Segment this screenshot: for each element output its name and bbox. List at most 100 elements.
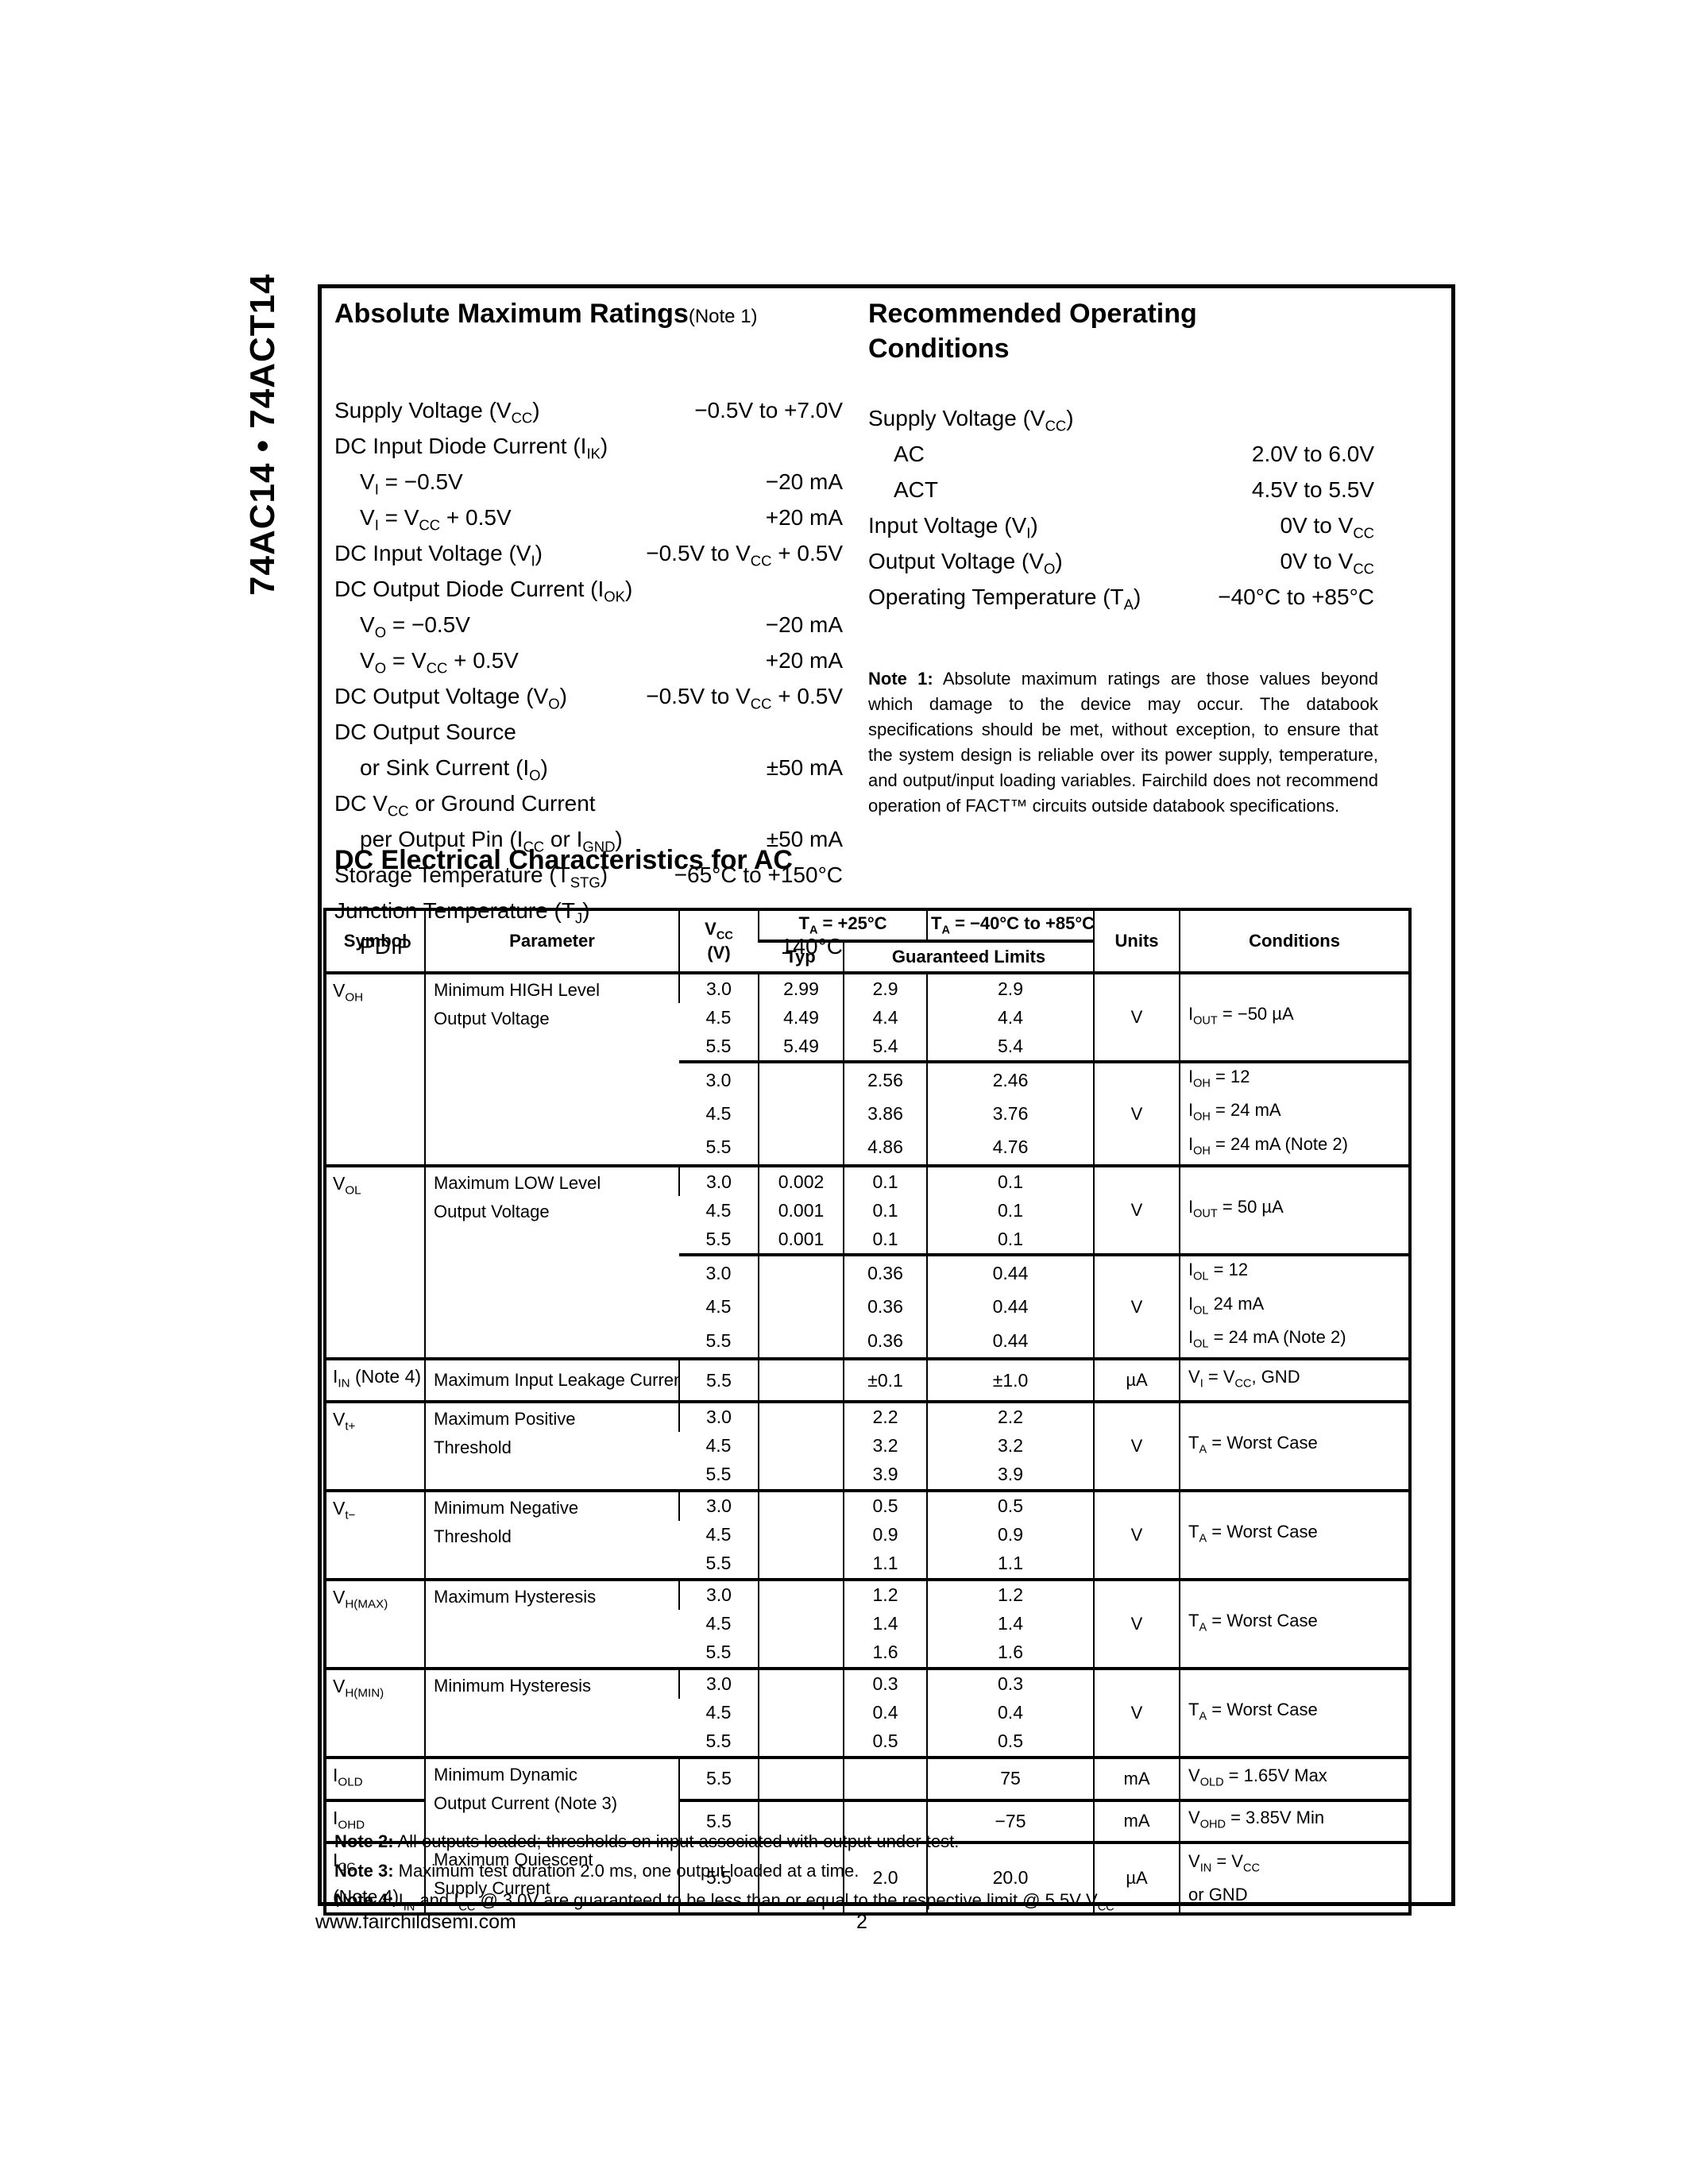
dc-table-row: 4.5 1.4 1.4	[325, 1609, 1410, 1638]
dc-table-cell: 0.44	[926, 1290, 1095, 1324]
abs-max-item-value: +20 mA	[765, 648, 843, 673]
dc-table-cell: 0.001	[758, 1225, 844, 1256]
rec-op-item: Operating Temperature (TA) −40°C to +85°C	[868, 585, 1374, 620]
abs-max-item: VI = −0.5V −20 mA	[334, 469, 843, 505]
dc-table-cell: Vt+	[325, 1399, 425, 1491]
dc-table-cell: 0.9	[926, 1520, 1095, 1549]
rec-op-item: Output Voltage (VO) 0V to VCC	[868, 549, 1374, 585]
dc-table-row: 4.5 3.2 3.2	[325, 1431, 1410, 1461]
dc-table-cell	[758, 1727, 844, 1758]
dc-table-cell: 3.9	[926, 1460, 1095, 1491]
abs-max-item: or Sink Current (IO) ±50 mA	[334, 755, 843, 791]
dc-table-cell: VOLD = 1.65V Max	[1179, 1755, 1411, 1800]
dc-table-row: VOL Maximum LOW Level Output Voltage 3.0 0.0…	[325, 1164, 1411, 1360]
dc-table-cell: 5.4	[842, 1032, 928, 1062]
abs-max-item: DC Output Diode Current (IOK)	[334, 577, 843, 612]
dc-table-cell: 4.5	[705, 1702, 732, 1723]
dc-table-cell	[842, 1798, 928, 1843]
dc-table-cell: 2.9	[926, 971, 1095, 1003]
abs-max-item: VO = VCC + 0.5V +20 mA	[334, 648, 843, 684]
dc-table-cell: ±1.0	[926, 1357, 1095, 1402]
dc-table-cell	[758, 1841, 844, 1914]
dc-table-cell: IIN (Note 4)	[325, 1357, 425, 1402]
dc-table-cell: 0.001	[758, 1196, 844, 1225]
dc-table-cell: 4.86	[842, 1130, 928, 1167]
abs-max-item-value: −0.5V to +7.0V	[694, 398, 843, 423]
abs-max-item-label: per Output Pin (ICC or IGND)	[360, 827, 623, 855]
dc-table-row: Vt+ Maximum Positive Threshold 3.0 2.2 2.2 V TA…	[325, 1399, 1411, 1491]
dc-table-cell: µA	[1093, 1841, 1180, 1914]
dc-table-row: 4.5 0.4 0.4	[325, 1698, 1410, 1727]
rec-op-conditions-list: Supply Voltage (VCC) AC 2.0V to 6.0V ACT 4.5…	[868, 406, 1374, 620]
dc-table-cell: mA	[1093, 1798, 1180, 1843]
dc-table-row: IOLD Minimum Dynamic Output Current (Note …	[325, 1755, 1411, 1843]
table-note-text: Maximum test duration 2.0 ms, one output…	[393, 1861, 859, 1881]
dc-table-header-cell: TA = −40°C to +85°C	[926, 909, 1095, 941]
dc-table-cell: 5.5	[678, 1798, 759, 1843]
dc-table-cell: 4.76	[926, 1130, 1095, 1167]
footer-url: www.fairchildsemi.com	[315, 1911, 516, 1933]
rec-op-item: Supply Voltage (VCC)	[868, 406, 1374, 442]
dc-table-cell	[758, 1698, 844, 1727]
dc-table-cell: Vt−	[325, 1488, 425, 1580]
dc-table-header-row: Symbol Parameter VCC (V) TA = +25°C TA = −40°…	[325, 909, 1411, 973]
rec-op-item-value: 2.0V to 6.0V	[1251, 442, 1374, 466]
dc-table-row: 5.5 0.36 0.44 IOL = 24 mA (Note 2)	[325, 1323, 1411, 1360]
dc-table-row: 4.5 0.001 0.1 0.1	[325, 1196, 1410, 1225]
rec-op-item-label: Operating Temperature (TA)	[868, 585, 1141, 613]
dc-table-cell	[758, 1357, 844, 1402]
abs-max-item-label: DC Input Diode Current (IIK)	[334, 434, 608, 462]
dc-table-cell	[758, 1488, 844, 1521]
abs-max-item-value: −65°C to +150°C	[674, 862, 843, 887]
dc-table-header-cell: Typ	[759, 940, 844, 973]
dc-table-header-cell: Guaranteed Limits	[842, 940, 1095, 973]
dc-table-cell: 3.2	[926, 1431, 1095, 1461]
dc-table-cell: IOL 24 mA	[1179, 1290, 1411, 1324]
dc-table-cell: 3.76	[926, 1097, 1095, 1131]
dc-table-cell: IOUT = 50 µA	[1179, 1164, 1411, 1256]
dc-table-cell: 3.9	[842, 1460, 928, 1491]
dc-table-cell: V	[1093, 1399, 1180, 1491]
rec-op-item-value: 0V to VCC	[1280, 513, 1374, 542]
dc-table-header-cell: Conditions	[1179, 909, 1411, 973]
dc-table-cell: Maximum Positive Threshold	[424, 1399, 679, 1491]
abs-max-item: per Output Pin (ICC or IGND) ±50 mA	[334, 827, 843, 862]
dc-table-cell: V	[1093, 1577, 1180, 1669]
abs-max-item-label: or Sink Current (IO)	[360, 755, 548, 784]
dc-table-row: 5.5 0.5 0.5	[325, 1727, 1410, 1758]
abs-max-item-label: PDIP	[360, 934, 412, 959]
dc-table-cell: 2.46	[926, 1059, 1095, 1098]
abs-max-item-label: VI = VCC + 0.5V	[360, 505, 512, 534]
dc-table-cell: 3.0	[679, 1253, 759, 1291]
dc-table-cell	[758, 1549, 844, 1580]
dc-table-row: IOHD 5.5 −75 mA VOHD = 3.85V Min	[325, 1798, 1411, 1843]
dc-table-cell: TA = Worst Case	[1179, 1399, 1411, 1491]
dc-table-cell: 5.5	[705, 1136, 732, 1158]
dc-table-cell: VIN = VCC or GND	[1179, 1841, 1411, 1914]
dc-table-cell: 0.44	[926, 1323, 1095, 1360]
dc-table-cell: 5.49	[758, 1032, 844, 1062]
dc-table-cell: 5.4	[926, 1032, 1095, 1062]
dc-table-cell: IOH = 12	[1179, 1059, 1411, 1098]
rec-op-item-value: −40°C to +85°C	[1218, 585, 1374, 609]
dc-table-row: 4.5 4.49 4.4 4.4	[325, 1003, 1410, 1032]
dc-table-cell: 1.1	[842, 1549, 928, 1580]
dc-table-cell	[758, 1638, 844, 1669]
dc-table-cell: VOH	[325, 970, 425, 1167]
dc-table-cell	[758, 1097, 844, 1131]
dc-table-cell: Minimum Negative Threshold	[424, 1488, 679, 1580]
dc-table-cell: 4.5	[705, 1524, 732, 1545]
dc-table-cell: 1.1	[926, 1549, 1095, 1580]
dc-table-cell	[758, 1520, 844, 1549]
dc-table-row: ICC (Note 4) Maximum Quiescent Supply Curre…	[325, 1841, 1411, 1914]
dc-table-cell: 0.44	[926, 1253, 1095, 1291]
table-note: Note 4: IIN and ICC @ 3.0V are guarantee…	[334, 1890, 1431, 1920]
dc-table-cell: ICC (Note 4)	[325, 1841, 425, 1914]
dc-table-cell: 4.4	[926, 1003, 1095, 1032]
dc-table-cell: VOHD = 3.85V Min	[1179, 1798, 1411, 1843]
dc-table-cell	[758, 1431, 844, 1461]
dc-table-cell	[758, 1130, 844, 1167]
dc-table-cell: 4.5	[705, 1613, 732, 1634]
dc-table-cell: IOH = 24 mA (Note 2)	[1179, 1130, 1411, 1167]
abs-max-ratings-title-note: (Note 1)	[688, 306, 758, 327]
